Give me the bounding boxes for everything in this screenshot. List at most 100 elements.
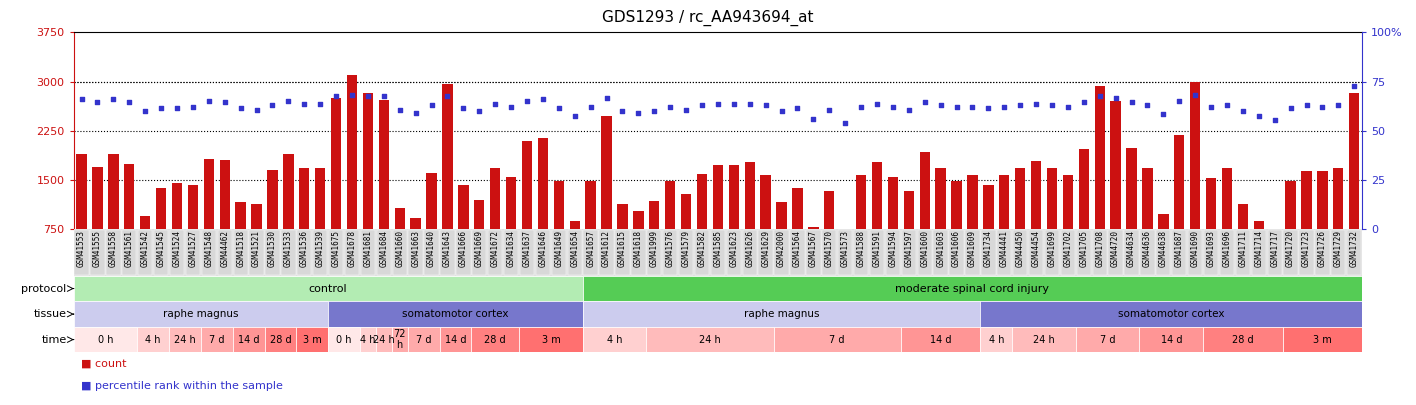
Bar xyxy=(137,327,169,352)
Text: 24 h: 24 h xyxy=(700,335,721,345)
Bar xyxy=(360,327,375,352)
Text: GSM41687: GSM41687 xyxy=(1175,230,1184,267)
Bar xyxy=(74,327,137,352)
Bar xyxy=(75,230,89,275)
Point xyxy=(357,93,379,100)
Point xyxy=(484,100,507,107)
Point xyxy=(1199,103,1222,110)
Bar xyxy=(76,154,86,229)
Bar xyxy=(535,230,549,275)
Point xyxy=(452,105,474,111)
Text: GSM41675: GSM41675 xyxy=(331,230,341,267)
Point xyxy=(1104,95,1127,101)
Bar xyxy=(936,168,946,229)
Bar xyxy=(1270,229,1280,234)
Text: GSM41684: GSM41684 xyxy=(379,230,388,267)
Bar xyxy=(1000,175,1010,229)
Point xyxy=(658,103,681,110)
Text: GSM41600: GSM41600 xyxy=(920,230,929,267)
Bar xyxy=(204,159,214,229)
Bar xyxy=(361,230,375,275)
Bar xyxy=(617,204,627,229)
Text: GSM41629: GSM41629 xyxy=(762,230,770,267)
Bar xyxy=(966,230,980,275)
Point xyxy=(786,105,809,111)
Bar xyxy=(919,152,930,229)
Text: GSM41521: GSM41521 xyxy=(252,230,261,267)
Text: ■ percentile rank within the sample: ■ percentile rank within the sample xyxy=(81,381,283,391)
Bar xyxy=(408,230,423,275)
Bar xyxy=(520,230,534,275)
Bar xyxy=(1157,230,1171,275)
Text: 72
h: 72 h xyxy=(394,329,406,350)
Bar xyxy=(552,230,566,275)
Text: GSM41518: GSM41518 xyxy=(236,230,245,267)
Text: GSM41542: GSM41542 xyxy=(140,230,150,267)
Text: control: control xyxy=(309,284,347,294)
Bar xyxy=(74,276,583,301)
Bar xyxy=(726,230,741,275)
Text: GSM41606: GSM41606 xyxy=(952,230,961,267)
Text: GSM41726: GSM41726 xyxy=(1318,230,1327,267)
Point xyxy=(309,100,331,107)
Bar xyxy=(666,181,675,229)
Bar xyxy=(554,181,564,229)
Bar xyxy=(888,177,898,229)
Point xyxy=(181,103,204,110)
Bar xyxy=(602,116,612,229)
Bar xyxy=(933,230,947,275)
Bar xyxy=(649,201,660,229)
Point xyxy=(643,108,666,114)
Bar xyxy=(1286,181,1296,229)
Point xyxy=(977,105,1000,111)
Bar xyxy=(329,230,343,275)
Point xyxy=(595,95,617,101)
Bar xyxy=(1172,230,1187,275)
Bar xyxy=(1301,171,1311,229)
Text: GSM41585: GSM41585 xyxy=(714,230,722,267)
Bar xyxy=(265,230,279,275)
Text: GSM41591: GSM41591 xyxy=(872,230,882,267)
Point xyxy=(913,99,936,106)
Bar xyxy=(170,230,184,275)
Text: GSM41999: GSM41999 xyxy=(650,230,658,267)
Bar xyxy=(585,181,596,229)
Bar xyxy=(663,230,677,275)
Point xyxy=(150,105,173,111)
Bar xyxy=(1204,230,1218,275)
Bar xyxy=(1110,101,1121,229)
Bar xyxy=(633,211,643,229)
Bar xyxy=(599,230,613,275)
Bar xyxy=(201,327,232,352)
Bar xyxy=(1124,230,1138,275)
Point xyxy=(1263,117,1286,123)
Bar xyxy=(1079,149,1089,229)
Bar xyxy=(1126,148,1137,229)
Text: 14 d: 14 d xyxy=(445,335,466,345)
Bar xyxy=(440,230,455,275)
Point xyxy=(1072,99,1095,106)
Text: GSM41597: GSM41597 xyxy=(905,230,913,267)
Point xyxy=(1136,102,1158,109)
Text: GSM41576: GSM41576 xyxy=(666,230,674,267)
Bar xyxy=(538,138,548,229)
Text: GSM41539: GSM41539 xyxy=(316,230,324,267)
Point xyxy=(261,102,283,109)
Text: 4 h: 4 h xyxy=(146,335,161,345)
Point xyxy=(531,96,554,102)
Bar xyxy=(712,165,724,229)
Text: protocol: protocol xyxy=(21,284,67,294)
Bar xyxy=(329,301,583,327)
Text: GSM41579: GSM41579 xyxy=(681,230,691,267)
Bar xyxy=(1076,230,1090,275)
Text: 14 d: 14 d xyxy=(238,335,259,345)
Bar xyxy=(1031,161,1041,229)
Bar xyxy=(1174,135,1184,229)
Text: GSM41548: GSM41548 xyxy=(204,230,214,267)
Bar xyxy=(378,100,389,229)
Bar xyxy=(1029,230,1044,275)
Bar xyxy=(456,230,470,275)
Bar xyxy=(232,327,265,352)
Point xyxy=(500,103,523,110)
Bar xyxy=(1300,230,1314,275)
